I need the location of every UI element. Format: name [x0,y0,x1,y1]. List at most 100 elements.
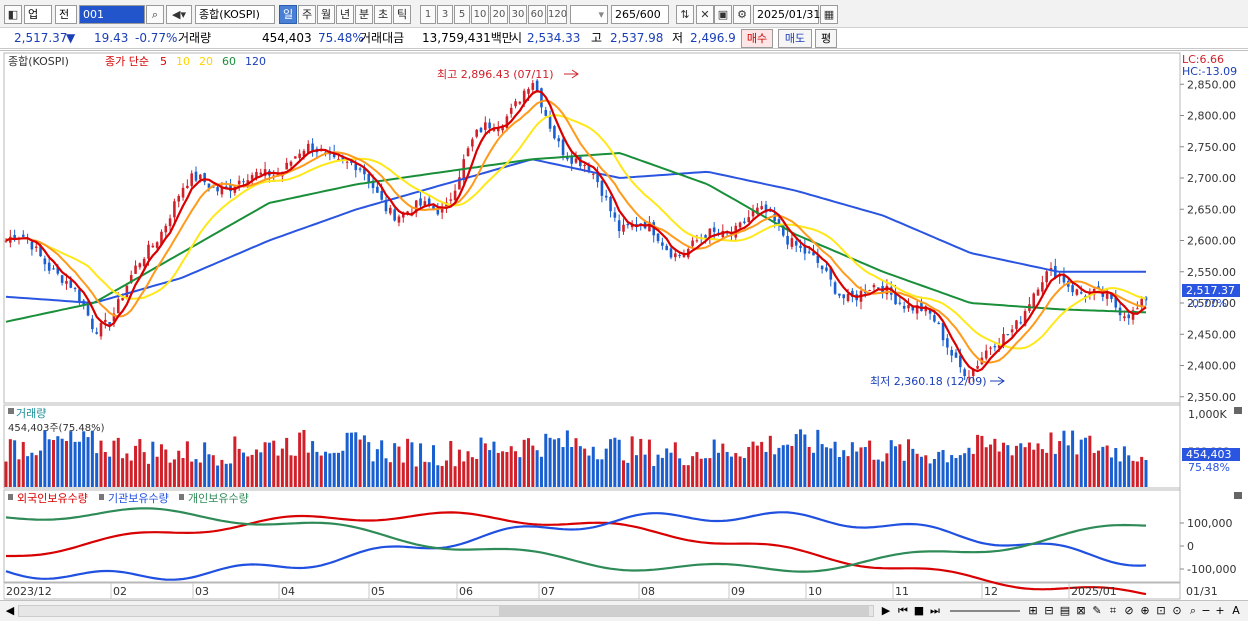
volume-bar [781,445,785,487]
count-value: 265 [615,8,636,21]
period-button-3[interactable]: 년 [336,5,354,24]
candle-body [561,139,565,156]
volume-close-icon[interactable] [1234,407,1242,414]
prev-select[interactable]: 전 [55,5,77,24]
volume-bar [578,446,582,487]
save-icon[interactable]: ▣ [714,5,732,24]
volume-bar [1144,459,1148,487]
volume-bar [496,452,500,487]
x-tick-6: 07 [541,585,555,598]
zoom-in-icon[interactable]: ⌕ [1189,604,1197,617]
candle-body [794,241,798,246]
period-button-5[interactable]: 초 [374,5,392,24]
interval-button-5[interactable]: 30 [509,5,527,24]
tool-bar-icon-5[interactable]: ✎ [1092,604,1102,617]
interval-dropdown[interactable]: ▾ [570,5,608,24]
forward-icon[interactable]: ⏭ [930,604,940,617]
candle-body [194,171,198,181]
tool-bar-icon-4[interactable]: ⊠ [1076,604,1086,617]
period-button-0[interactable]: 일 [279,5,297,24]
candle-body [47,262,51,271]
period-button-4[interactable]: 분 [355,5,373,24]
eval-button[interactable]: 평 [815,29,837,48]
candle-body [760,206,763,210]
volume-bar [332,452,336,487]
volume-bar [121,458,125,487]
price-panel-title: 종합(KOSPI) [8,55,69,68]
tool-bar-icon-7[interactable]: ⊘ [1124,604,1134,617]
tool-bar-icon-2[interactable]: ⊟ [1044,604,1054,617]
period-button-1[interactable]: 주 [298,5,316,24]
volume-bar [449,440,453,487]
rewind-icon[interactable]: ⏮ [898,604,908,617]
interval-button-0[interactable]: 1 [420,5,436,24]
flow-close-icon[interactable] [1234,492,1242,499]
count-field[interactable]: 265/600 [611,5,669,24]
scrollbar-thumb[interactable] [499,606,869,616]
volume-bar [915,453,919,487]
calendar-icon[interactable]: ▦ [820,5,838,24]
scrollbar-track[interactable] [18,605,874,617]
interval-button-3[interactable]: 10 [471,5,489,24]
volume-bar [855,451,859,487]
stop-icon[interactable]: ■ [913,604,925,617]
candle-body [250,175,254,180]
volume-bar [876,459,880,487]
volume-bar [945,462,949,487]
candle-body [924,306,928,312]
sell-button[interactable]: 매도 [778,29,812,48]
interval-button-6[interactable]: 60 [528,5,546,24]
period-button-6[interactable]: 틱 [393,5,411,24]
x-tick-5: 06 [459,585,473,598]
compare-icon[interactable]: ⇅ [676,5,694,24]
volume-bar [60,438,64,487]
candle-body [669,248,673,258]
interval-button-7[interactable]: 120 [547,5,567,24]
volume-bar [539,456,543,487]
tool-bar-icon-9[interactable]: ⊡ [1156,604,1166,617]
code-input[interactable]: 001 [79,5,145,24]
gear-icon[interactable]: ⚙ [733,5,751,24]
scroll-left-icon[interactable]: ◀ [5,604,15,617]
tool-bar-icon-10[interactable]: ⊙ [1172,604,1182,617]
tool-bar-icon-1[interactable]: ⊞ [1028,604,1038,617]
tool-bar-icon-8[interactable]: ⊕ [1140,604,1150,617]
speaker-icon[interactable]: ◀▾ [166,5,192,24]
period-button-2[interactable]: 월 [317,5,335,24]
window-icon[interactable]: ◧ [4,5,22,24]
candle-body [738,222,742,228]
market-select[interactable]: 업 [24,5,52,24]
volume-bar [56,436,60,487]
interval-button-1[interactable]: 3 [437,5,453,24]
play-icon[interactable]: ▶ [881,604,891,617]
volume-bar [414,466,418,487]
minus-icon[interactable]: − [1201,604,1211,617]
date-field[interactable]: 2025/01/31 [753,5,820,24]
interval-button-4[interactable]: 20 [490,5,508,24]
tool-bar-icon-6[interactable]: ⌗ [1109,604,1117,617]
font-size-icon[interactable]: A [1232,604,1240,617]
volume-bar [708,458,712,487]
interval-button-2[interactable]: 5 [454,5,470,24]
volume-bar [911,448,915,487]
volume-bar [1053,453,1057,487]
volume-bar [980,435,984,487]
zoom-slider[interactable] [950,610,1020,612]
search-icon[interactable]: ⌕ [146,5,164,24]
plus-icon[interactable]: + [1215,604,1225,617]
low-value: 2,496.9 [690,31,736,45]
candle-body [553,126,556,139]
volume-bar [1114,448,1118,487]
volume-bar [1049,432,1053,487]
tool-bar-icon-3[interactable]: ▤ [1059,604,1071,617]
buy-button[interactable]: 매수 [741,29,773,48]
candle-body [928,308,932,314]
candle-body [894,292,897,305]
flow-line-0 [6,511,1147,596]
tool-icon[interactable]: ✕ [696,5,714,24]
x-tick-12: 2025/01 [1071,585,1117,598]
candle-body [963,369,966,377]
chart-svg[interactable]: 종합(KOSPI) 종가 단순 5 10 20 60 120 LC:6.66 HC:-1… [0,51,1248,601]
volume-bar [963,453,967,487]
volume-bar [833,441,837,487]
